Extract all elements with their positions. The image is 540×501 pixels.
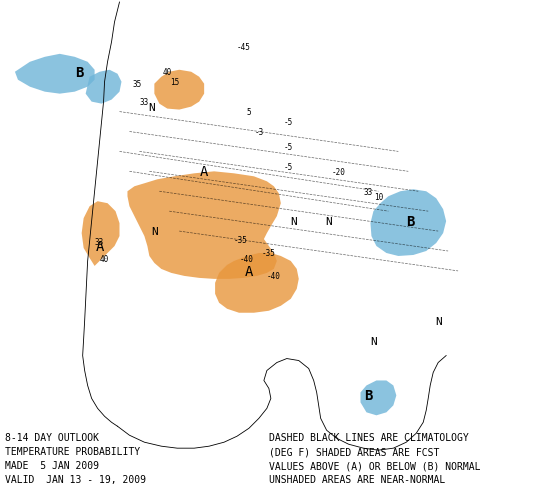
Text: DASHED BLACK LINES ARE CLIMATOLOGY
(DEG F) SHADED AREAS ARE FCST
VALUES ABOVE (A: DASHED BLACK LINES ARE CLIMATOLOGY (DEG … bbox=[269, 432, 481, 484]
Text: 33: 33 bbox=[364, 187, 373, 196]
Text: A: A bbox=[245, 265, 253, 279]
Text: N: N bbox=[291, 217, 297, 226]
Text: -5: -5 bbox=[284, 118, 293, 127]
Text: 15: 15 bbox=[170, 78, 179, 87]
Text: N: N bbox=[370, 336, 377, 346]
Text: 33: 33 bbox=[95, 237, 104, 246]
Text: N: N bbox=[148, 102, 155, 112]
Text: -40: -40 bbox=[267, 272, 281, 281]
Text: 5: 5 bbox=[247, 108, 251, 117]
Text: A: A bbox=[96, 239, 104, 254]
Polygon shape bbox=[86, 71, 122, 104]
Polygon shape bbox=[154, 71, 204, 110]
Text: A: A bbox=[200, 165, 208, 179]
Text: N: N bbox=[435, 316, 442, 326]
Text: -45: -45 bbox=[237, 43, 251, 52]
Text: -40: -40 bbox=[240, 255, 254, 264]
Text: -35: -35 bbox=[262, 249, 276, 258]
Text: -5: -5 bbox=[284, 162, 293, 171]
Text: B: B bbox=[406, 215, 415, 228]
Polygon shape bbox=[215, 254, 299, 313]
Text: 33: 33 bbox=[140, 98, 149, 107]
Text: -5: -5 bbox=[284, 143, 293, 152]
Text: 8-14 DAY OUTLOOK
TEMPERATURE PROBABILITY
MADE  5 JAN 2009
VALID  JAN 13 - 19, 20: 8-14 DAY OUTLOOK TEMPERATURE PROBABILITY… bbox=[5, 432, 146, 484]
Polygon shape bbox=[15, 55, 94, 95]
Text: B: B bbox=[76, 66, 84, 80]
Text: -20: -20 bbox=[332, 167, 346, 176]
Text: N: N bbox=[151, 226, 158, 236]
Text: B: B bbox=[364, 389, 373, 403]
Polygon shape bbox=[370, 190, 446, 257]
Text: 35: 35 bbox=[133, 80, 142, 89]
Polygon shape bbox=[127, 172, 281, 280]
Text: 10: 10 bbox=[374, 192, 383, 201]
Text: N: N bbox=[325, 217, 332, 226]
Text: -35: -35 bbox=[234, 235, 248, 244]
Text: 40: 40 bbox=[100, 255, 109, 264]
Text: -3: -3 bbox=[254, 128, 264, 137]
Text: 40: 40 bbox=[163, 68, 172, 77]
Polygon shape bbox=[361, 381, 396, 415]
Polygon shape bbox=[82, 202, 119, 267]
